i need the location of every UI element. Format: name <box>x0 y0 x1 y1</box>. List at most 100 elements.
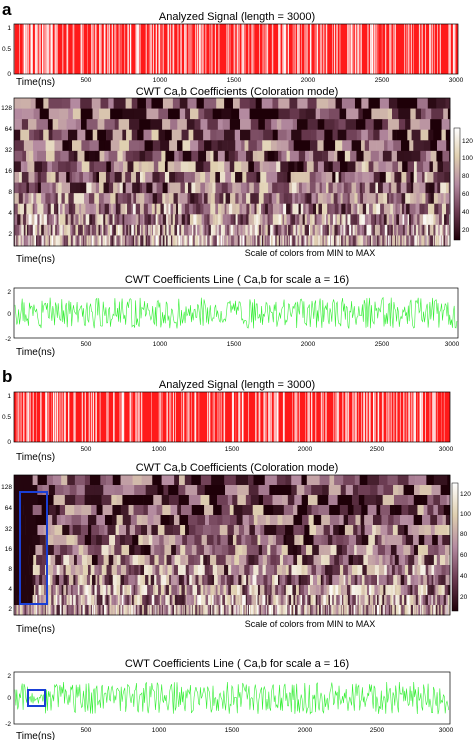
signal-stripe <box>106 392 108 442</box>
heatmap-cell <box>115 605 117 616</box>
heatmap-cell <box>50 193 54 205</box>
heatmap-cell <box>313 150 323 162</box>
heatmap-cell <box>229 505 234 516</box>
heatmap-cell <box>344 235 347 247</box>
heatmap-cell <box>190 605 193 616</box>
heatmap-cell <box>393 485 399 496</box>
heatmap-cell <box>97 555 104 566</box>
heatmap-cell <box>406 203 410 215</box>
heatmap-cell <box>420 605 422 616</box>
y-tick: 64 <box>5 505 13 512</box>
heatmap-cell <box>252 150 258 162</box>
signal-stripe <box>130 24 132 74</box>
signal-stripe <box>434 392 436 442</box>
heatmap-cell <box>361 585 363 596</box>
heatmap-cell <box>106 235 108 247</box>
heatmap-cell <box>323 585 327 596</box>
heatmap-cell <box>230 224 234 236</box>
heatmap-cell <box>392 525 399 536</box>
heatmap-cell <box>96 172 100 183</box>
heatmap-cell <box>196 98 205 109</box>
heatmap-cell <box>404 555 409 566</box>
signal-stripe <box>40 392 42 442</box>
heatmap-cell <box>207 585 211 596</box>
heatmap-cell <box>269 224 271 236</box>
signal-stripe <box>107 392 109 442</box>
heatmap-cell <box>327 535 333 546</box>
heatmap-cell <box>422 193 426 205</box>
heatmap-cell <box>322 485 330 496</box>
heatmap-cell <box>40 605 43 616</box>
heatmap-cell <box>148 535 153 546</box>
heatmap-cell <box>349 595 353 606</box>
heatmap-cell <box>168 203 171 215</box>
heatmap-cell <box>227 595 229 606</box>
heatmap-cell <box>383 485 394 496</box>
heatmap-cell <box>430 119 442 131</box>
signal-stripe <box>44 24 46 74</box>
heatmap-cell <box>433 193 439 205</box>
heatmap-cell <box>305 108 316 120</box>
signal-stripe <box>255 392 257 442</box>
heatmap-cell <box>25 214 29 226</box>
heatmap-cell <box>25 235 27 247</box>
heatmap-cell <box>292 203 297 215</box>
heatmap-cell <box>23 161 28 173</box>
heatmap-cell <box>134 545 141 556</box>
heatmap-cell <box>232 235 235 247</box>
line-title-a: CWT Coefficients Line ( Ca,b for scale a… <box>125 274 349 286</box>
heatmap-cell <box>433 575 436 586</box>
heatmap-cell <box>23 545 30 556</box>
heatmap-cell <box>367 605 369 616</box>
heatmap-cell <box>287 575 292 586</box>
heatmap-cell <box>349 193 355 205</box>
heatmap-cell <box>216 98 225 109</box>
heatmap-cell <box>39 575 43 586</box>
heatmap-cell <box>396 129 404 141</box>
signal-stripe <box>23 392 24 442</box>
heatmap-cell <box>28 182 36 194</box>
heatmap-cell <box>263 595 266 606</box>
heatmap-cell <box>445 565 451 576</box>
heatmap-cell <box>102 605 105 616</box>
heatmap-cell <box>424 224 427 236</box>
y-tick: 2 <box>8 231 12 238</box>
heatmap-cell <box>298 585 301 596</box>
heatmap-cell <box>119 235 122 247</box>
heatmap-cell <box>177 595 180 606</box>
heatmap-cell <box>430 150 437 162</box>
heatmap-cell <box>41 193 46 205</box>
heatmap-cell <box>281 214 283 226</box>
heatmap-cell <box>201 193 205 205</box>
heatmap-cell <box>134 605 136 616</box>
heatmap-cell <box>225 193 231 205</box>
heatmap-cell <box>179 585 182 596</box>
signal-stripe <box>349 24 351 74</box>
heatmap-cell <box>82 575 84 586</box>
heatmap-cell <box>247 224 251 236</box>
heatmap-cell <box>89 214 93 226</box>
heatmap-cell <box>221 108 232 120</box>
heatmap-cell <box>186 595 190 606</box>
heatmap-cell <box>69 172 73 183</box>
heatmap-cell <box>372 605 374 616</box>
heatmap-cell <box>96 515 106 526</box>
heatmap-cell <box>323 595 327 606</box>
heatmap-cell <box>120 203 123 215</box>
colorbar-tick: 40 <box>462 209 470 216</box>
heatmap-cell <box>210 203 215 215</box>
heatmap-cell <box>278 595 282 606</box>
heatmap-cell <box>284 585 287 596</box>
heatmap-cell <box>263 224 266 236</box>
signal-stripe <box>59 392 61 442</box>
x-tick: 1500 <box>227 341 242 348</box>
heatmap-cell <box>100 595 103 606</box>
heatmap-cell <box>191 545 197 556</box>
heatmap-cell <box>179 193 183 205</box>
heatmap-cell <box>382 235 384 247</box>
heatmap-cell <box>329 515 340 526</box>
heatmap-cell <box>158 214 162 226</box>
heatmap-cell <box>221 182 228 194</box>
heatmap-cell <box>69 235 72 247</box>
heatmap-cell <box>151 129 159 141</box>
